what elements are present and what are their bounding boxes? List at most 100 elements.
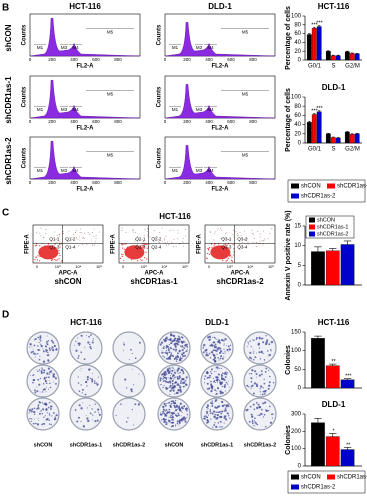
colony — [175, 350, 177, 352]
colony — [31, 418, 33, 420]
colony — [181, 419, 183, 422]
event — [132, 231, 134, 233]
event — [240, 234, 242, 236]
colony — [171, 386, 173, 389]
significance: ** — [331, 359, 336, 365]
colony — [210, 368, 213, 371]
colony — [165, 339, 168, 342]
event — [157, 241, 159, 243]
colony — [221, 378, 223, 381]
event — [220, 238, 222, 240]
colony — [260, 393, 261, 395]
event — [217, 228, 219, 230]
colony — [182, 355, 184, 357]
legend-swatch — [291, 484, 299, 490]
x-axis-label: APC-A — [59, 271, 79, 277]
dish-label: shCDR1as-2 — [244, 442, 276, 448]
colony — [160, 383, 162, 386]
colony — [79, 370, 81, 372]
colony — [35, 353, 37, 355]
event — [145, 243, 147, 245]
x-tick-label: 400 — [205, 57, 213, 62]
colony — [223, 356, 225, 358]
colony — [255, 406, 259, 410]
event — [42, 252, 44, 254]
colony — [180, 403, 182, 405]
gate-label: M1 — [172, 107, 179, 112]
colony — [81, 392, 83, 394]
event — [137, 254, 139, 256]
colony — [261, 373, 263, 376]
event — [133, 244, 135, 247]
event — [125, 243, 127, 245]
colony — [37, 336, 40, 339]
colony — [258, 347, 261, 349]
event — [137, 250, 139, 252]
colony — [226, 372, 229, 374]
event — [68, 230, 70, 232]
colony — [38, 369, 40, 370]
colony — [258, 374, 261, 377]
event — [171, 242, 173, 244]
event — [121, 230, 123, 232]
colony — [251, 422, 254, 425]
event — [149, 243, 151, 245]
bar — [344, 51, 350, 61]
event — [233, 236, 235, 238]
colony — [181, 342, 183, 344]
colony — [39, 340, 42, 342]
colony — [162, 347, 165, 350]
colony — [175, 425, 177, 427]
colony — [166, 338, 169, 340]
event — [58, 234, 60, 236]
event — [237, 234, 239, 236]
colony — [166, 345, 169, 348]
colony — [213, 336, 216, 339]
colony — [41, 367, 43, 370]
event — [227, 254, 229, 257]
colony — [97, 408, 100, 411]
colony — [177, 412, 179, 415]
colony — [258, 414, 261, 417]
colony — [271, 417, 273, 419]
colony — [176, 383, 179, 386]
colony — [218, 351, 222, 355]
x-tick-label: 200 — [183, 119, 191, 124]
event — [252, 242, 254, 244]
colony — [163, 345, 165, 348]
event — [209, 230, 211, 232]
colony — [259, 388, 261, 390]
colony — [214, 400, 217, 402]
colony — [271, 413, 273, 416]
x-tick-label: 10³ — [141, 264, 147, 269]
event — [121, 255, 123, 258]
colony — [261, 393, 264, 396]
event — [54, 243, 57, 245]
colony — [221, 375, 223, 377]
quadrant-label: Q1-1 — [49, 236, 60, 241]
colony — [77, 376, 79, 378]
colony — [171, 355, 174, 357]
colony — [177, 340, 180, 344]
event — [214, 243, 216, 245]
colony — [55, 414, 58, 417]
event — [227, 248, 229, 250]
event — [182, 240, 184, 242]
event — [141, 244, 143, 246]
event — [177, 232, 179, 234]
colony — [38, 383, 41, 386]
chart-title: HCT-116 — [318, 318, 350, 327]
event — [55, 250, 57, 252]
event — [227, 238, 229, 240]
event — [40, 250, 42, 252]
y-axis-label: FIPE-A — [197, 234, 203, 254]
event — [132, 257, 135, 259]
colony — [34, 389, 36, 392]
colony — [92, 419, 94, 421]
colony — [170, 342, 173, 345]
colony — [205, 353, 208, 356]
colony — [138, 373, 140, 375]
colony — [254, 421, 257, 423]
row-label: shCDR1as-2 — [4, 137, 13, 185]
